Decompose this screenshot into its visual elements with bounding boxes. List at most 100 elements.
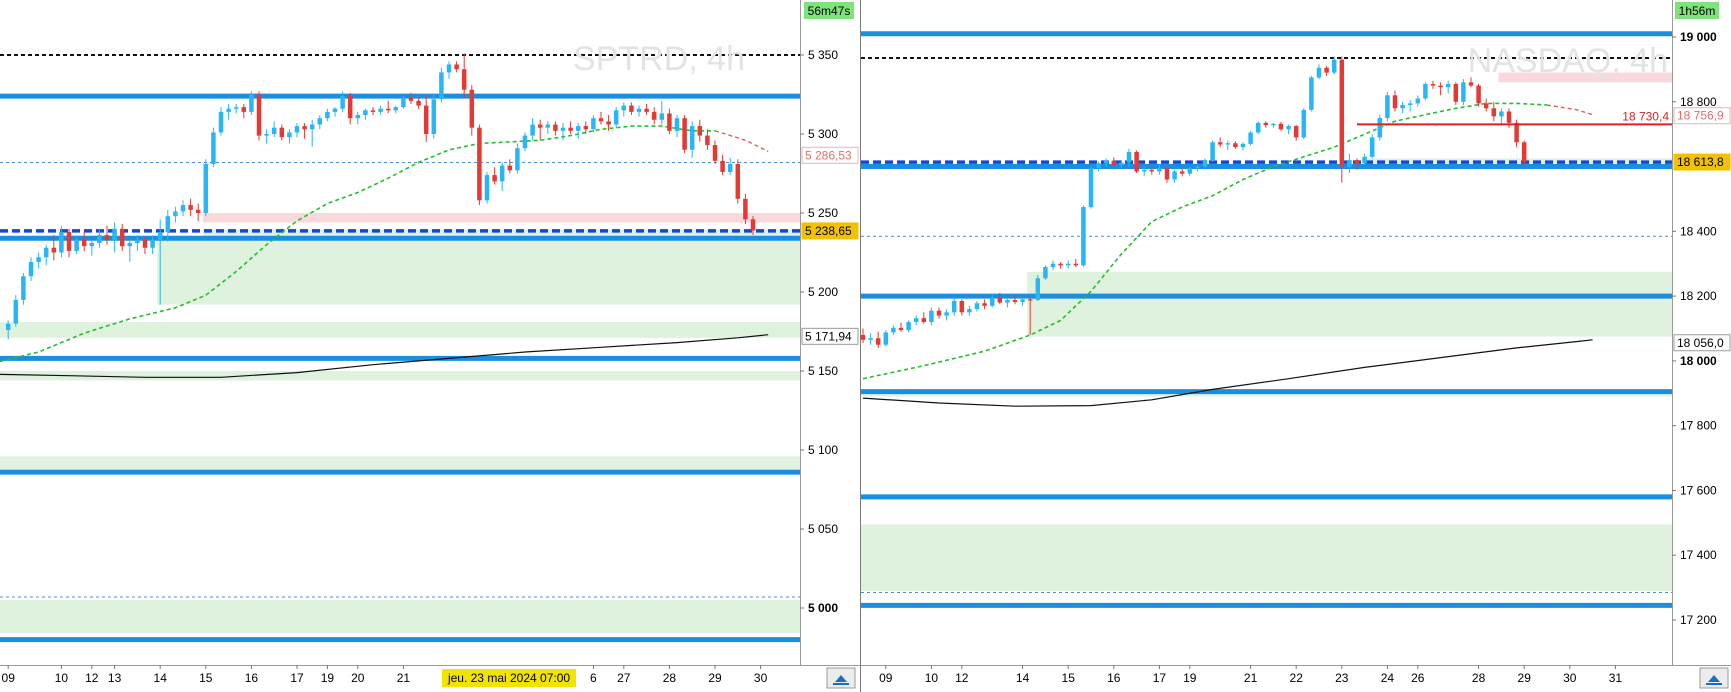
left-time-axis[interactable]: 09 10 12 13 14 15 16 17 19 20 21 6 27 28 29 30 [2, 665, 768, 685]
candle-body [1103, 160, 1109, 164]
candle-body [1088, 168, 1094, 208]
scroll-to-end-icon [1708, 675, 1720, 682]
candle [423, 96, 429, 142]
candle [1423, 82, 1428, 101]
date-tick-label: 22 [1290, 671, 1304, 685]
candle [157, 219, 163, 305]
candle [530, 118, 535, 141]
candle-body [1027, 299, 1033, 301]
candle-body [629, 105, 634, 112]
candle-body [1324, 67, 1329, 73]
price-tick-label: 18 200 [1680, 289, 1717, 303]
sptrd-chart-panel[interactable]: SPTRD, 4h 5 350 5 300 5 250 5 200 5 150 5 100… [0, 0, 860, 689]
date-tick-label: 21 [1244, 671, 1258, 685]
price-tag-label: 5 238,65 [805, 224, 852, 238]
candle [989, 294, 995, 308]
candle-body [119, 228, 125, 247]
price-tag-label: 18 056,0 [1677, 336, 1724, 350]
candle-body [81, 239, 87, 247]
candle [1483, 98, 1489, 112]
candle [1461, 79, 1466, 106]
candle [967, 305, 972, 316]
candle [1217, 137, 1223, 148]
candle-body [385, 108, 391, 111]
candle [1172, 169, 1177, 183]
price-tick-label: 17 600 [1680, 483, 1717, 497]
candle-body [530, 124, 535, 136]
candle-body [1187, 168, 1193, 174]
panel-separator[interactable] [860, 0, 861, 692]
right-candles [860, 56, 1527, 348]
candle-body [36, 257, 41, 262]
candle-body [309, 124, 315, 130]
candle [59, 225, 64, 258]
date-tick-label: 24 [1381, 671, 1395, 685]
candle-body [1263, 122, 1269, 126]
candle [302, 122, 307, 139]
candle-body [1020, 299, 1025, 302]
candle [682, 115, 687, 153]
right-scroll-button[interactable] [1699, 667, 1729, 689]
candle-body [401, 97, 406, 108]
price-tick-label: 18 400 [1680, 224, 1717, 238]
candle [165, 209, 171, 242]
candle [1354, 158, 1360, 170]
right-price-axis[interactable]: 19 000 18 800 18 400 18 200 18 000 17 800 17 6… [1672, 30, 1717, 627]
zone-green [861, 524, 1672, 591]
candle [264, 129, 269, 144]
date-tick-label: 14 [154, 671, 168, 685]
candle [553, 121, 558, 136]
candle [697, 119, 703, 142]
candle [1202, 158, 1208, 170]
candle-body [712, 145, 718, 161]
candle-body [1483, 103, 1489, 109]
crosshair-date-label: jeu. 23 mai 2024 07:00 [447, 671, 570, 685]
candle-body [271, 127, 277, 134]
candle [1316, 64, 1322, 80]
candle-body [522, 135, 528, 149]
price-tick-label: 5 050 [808, 522, 838, 536]
red-level-label: 18 730,4 [1622, 109, 1669, 123]
date-tick-label: 20 [351, 671, 365, 685]
right-time-axis[interactable]: 09 10 12 14 15 16 17 19 21 22 23 24 26 28 29 30 31 [879, 665, 1622, 685]
candle-body [256, 94, 262, 136]
left-scroll-button[interactable] [826, 667, 856, 689]
candle-body [1301, 109, 1307, 138]
candle-body [13, 299, 19, 324]
left-moving-averages [0, 125, 769, 378]
candle [1187, 166, 1193, 177]
candle-body [1407, 103, 1413, 106]
candle [1468, 77, 1474, 88]
candle [1400, 101, 1405, 114]
candle-body [1438, 85, 1443, 88]
candle [898, 322, 904, 332]
candle-body [606, 121, 611, 125]
candle-body [1521, 142, 1527, 163]
candle [1126, 148, 1132, 167]
candle-body [667, 113, 672, 131]
zone-green [202, 228, 801, 237]
candle-body [560, 127, 566, 131]
price-tag-label: 18 756,9 [1677, 109, 1724, 123]
date-tick-label: 23 [1335, 671, 1349, 685]
candle-body [5, 323, 11, 330]
candle [929, 307, 934, 326]
candle [492, 167, 497, 185]
candle-body [1096, 163, 1101, 169]
price-tag-bg [801, 222, 859, 240]
candle [226, 103, 231, 120]
candle-body [1005, 299, 1010, 303]
left-timer-bg [804, 2, 854, 19]
candle-body [1111, 160, 1117, 165]
candle-body [913, 318, 919, 323]
candle [1521, 140, 1527, 165]
candle [355, 111, 361, 125]
left-price-axis[interactable]: 5 350 5 300 5 250 5 200 5 150 5 100 5 050 5 000 [800, 48, 838, 615]
candle-body [1179, 171, 1185, 174]
candle [1324, 66, 1329, 76]
candle [241, 103, 247, 119]
candle-body [1385, 95, 1390, 118]
candle-body [203, 164, 209, 213]
